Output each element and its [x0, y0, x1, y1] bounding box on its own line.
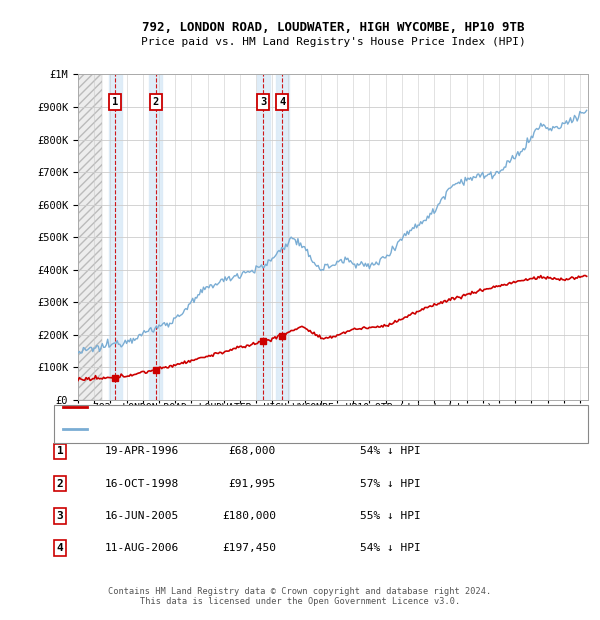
Text: 3: 3: [260, 97, 266, 107]
Text: 16-JUN-2005: 16-JUN-2005: [105, 511, 179, 521]
Text: HPI: Average price, detached house, Buckinghamshire: HPI: Average price, detached house, Buck…: [93, 424, 392, 434]
Text: 1: 1: [56, 446, 64, 456]
Bar: [78, 74, 102, 400]
Text: 55% ↓ HPI: 55% ↓ HPI: [360, 511, 421, 521]
Text: Price paid vs. HM Land Registry's House Price Index (HPI): Price paid vs. HM Land Registry's House …: [140, 37, 526, 47]
Text: £68,000: £68,000: [229, 446, 276, 456]
Bar: [149, 74, 162, 400]
Text: 19-APR-1996: 19-APR-1996: [105, 446, 179, 456]
Text: 11-AUG-2006: 11-AUG-2006: [105, 543, 179, 553]
Text: £197,450: £197,450: [222, 543, 276, 553]
Bar: [78, 74, 102, 400]
Text: 792, LONDON ROAD, LOUDWATER, HIGH WYCOMBE, HP10 9TB: 792, LONDON ROAD, LOUDWATER, HIGH WYCOMB…: [142, 22, 524, 34]
Text: Contains HM Land Registry data © Crown copyright and database right 2024.
This d: Contains HM Land Registry data © Crown c…: [109, 587, 491, 606]
Text: 2: 2: [152, 97, 159, 107]
Text: 54% ↓ HPI: 54% ↓ HPI: [360, 446, 421, 456]
Text: 2: 2: [56, 479, 64, 489]
Text: 54% ↓ HPI: 54% ↓ HPI: [360, 543, 421, 553]
Bar: [276, 74, 289, 400]
Text: 57% ↓ HPI: 57% ↓ HPI: [360, 479, 421, 489]
Text: £180,000: £180,000: [222, 511, 276, 521]
Text: £91,995: £91,995: [229, 479, 276, 489]
Text: 4: 4: [279, 97, 286, 107]
Bar: [257, 74, 270, 400]
Bar: [109, 74, 122, 400]
Text: 3: 3: [56, 511, 64, 521]
Text: 1: 1: [112, 97, 118, 107]
Text: 792, LONDON ROAD, LOUDWATER, HIGH WYCOMBE, HP10 9TB (detached house): 792, LONDON ROAD, LOUDWATER, HIGH WYCOMB…: [93, 402, 493, 412]
Text: 4: 4: [56, 543, 64, 553]
Text: 16-OCT-1998: 16-OCT-1998: [105, 479, 179, 489]
